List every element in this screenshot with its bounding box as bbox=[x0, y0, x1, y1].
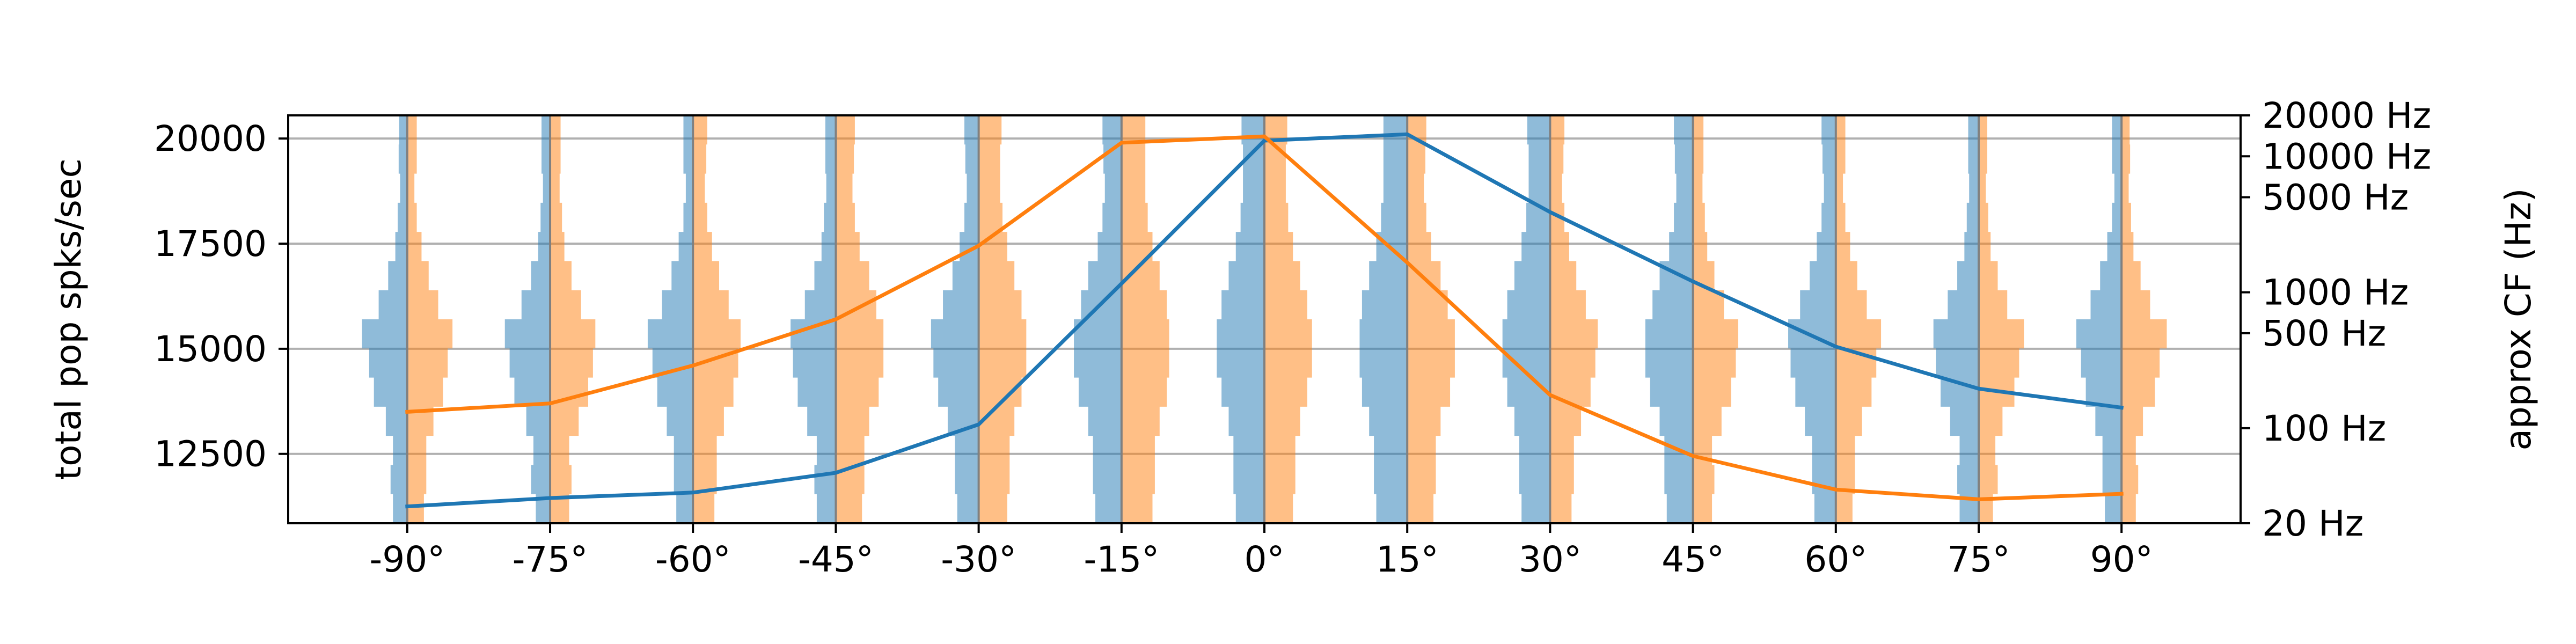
profile-right bbox=[2121, 115, 2167, 523]
profile-left bbox=[1359, 115, 1408, 523]
y-tick-label: 20000 bbox=[154, 118, 267, 159]
profile-left bbox=[647, 115, 693, 523]
right-tick-label: 1000 Hz bbox=[2262, 272, 2409, 313]
profile-right bbox=[407, 115, 453, 523]
profile-right bbox=[1835, 115, 1882, 523]
profile-right bbox=[978, 115, 1027, 523]
profile-right bbox=[1693, 115, 1738, 523]
right-tick-label: 500 Hz bbox=[2262, 313, 2386, 354]
profile-left bbox=[1502, 115, 1550, 523]
x-tick-label: 30° bbox=[1519, 539, 1582, 580]
x-tick-label: 90° bbox=[2090, 539, 2153, 580]
profile-right bbox=[1121, 115, 1169, 523]
profile-left bbox=[1788, 115, 1836, 523]
profile-left bbox=[931, 115, 979, 523]
profile-right bbox=[1407, 115, 1455, 523]
profile-left bbox=[2076, 115, 2122, 523]
y-axis-label: total pop spks/sec bbox=[48, 158, 89, 480]
x-tick-label: 0° bbox=[1245, 539, 1285, 580]
x-tick-label: -60° bbox=[655, 539, 731, 580]
x-tick-label: -15° bbox=[1084, 539, 1159, 580]
profile-left bbox=[1217, 115, 1264, 523]
profile-left bbox=[1933, 115, 1979, 523]
profile-right bbox=[1978, 115, 2024, 523]
series-line-2 bbox=[405, 134, 2124, 501]
y-tick-label: 17500 bbox=[154, 223, 267, 265]
profile-left bbox=[504, 115, 551, 523]
profile-left bbox=[791, 115, 836, 523]
y-axis-ticks: 12500 15000 17500 20000 bbox=[154, 118, 288, 475]
right-tick-label: 20 Hz bbox=[2262, 503, 2363, 544]
profile-right bbox=[693, 115, 741, 523]
profile-left bbox=[1645, 115, 1693, 523]
right-tick-label: 10000 Hz bbox=[2262, 136, 2431, 177]
y-tick-label: 15000 bbox=[154, 328, 267, 370]
x-tick-label: 60° bbox=[1804, 539, 1867, 580]
cf-profiles bbox=[362, 115, 2167, 523]
profile-right bbox=[1550, 115, 1598, 523]
x-tick-label: 15° bbox=[1376, 539, 1439, 580]
x-tick-label: -45° bbox=[798, 539, 874, 580]
y-tick-label: 12500 bbox=[154, 434, 267, 475]
x-tick-label: -75° bbox=[513, 539, 588, 580]
x-tick-label: -90° bbox=[369, 539, 445, 580]
series-lines bbox=[405, 132, 2124, 509]
profile-right bbox=[550, 115, 596, 523]
profile-left bbox=[362, 115, 407, 523]
profile-right bbox=[1264, 115, 1312, 523]
right-tick-label: 5000 Hz bbox=[2262, 177, 2409, 218]
series-line-1 bbox=[405, 132, 2124, 509]
profile-left bbox=[1074, 115, 1122, 523]
x-tick-label: 75° bbox=[1947, 539, 2010, 580]
x-tick-label: -30° bbox=[941, 539, 1016, 580]
x-tick-label: 45° bbox=[1662, 539, 1724, 580]
right-tick-label: 100 Hz bbox=[2262, 408, 2386, 449]
x-axis-ticks: -90° -75° -60° -45° -30° -15° 0° 15° 30° 45° 60° 75… bbox=[369, 523, 2153, 580]
right-axis-label: approx CF (Hz) bbox=[2498, 188, 2539, 450]
right-tick-label: 20000 Hz bbox=[2262, 95, 2431, 136]
profile-right bbox=[836, 115, 884, 523]
